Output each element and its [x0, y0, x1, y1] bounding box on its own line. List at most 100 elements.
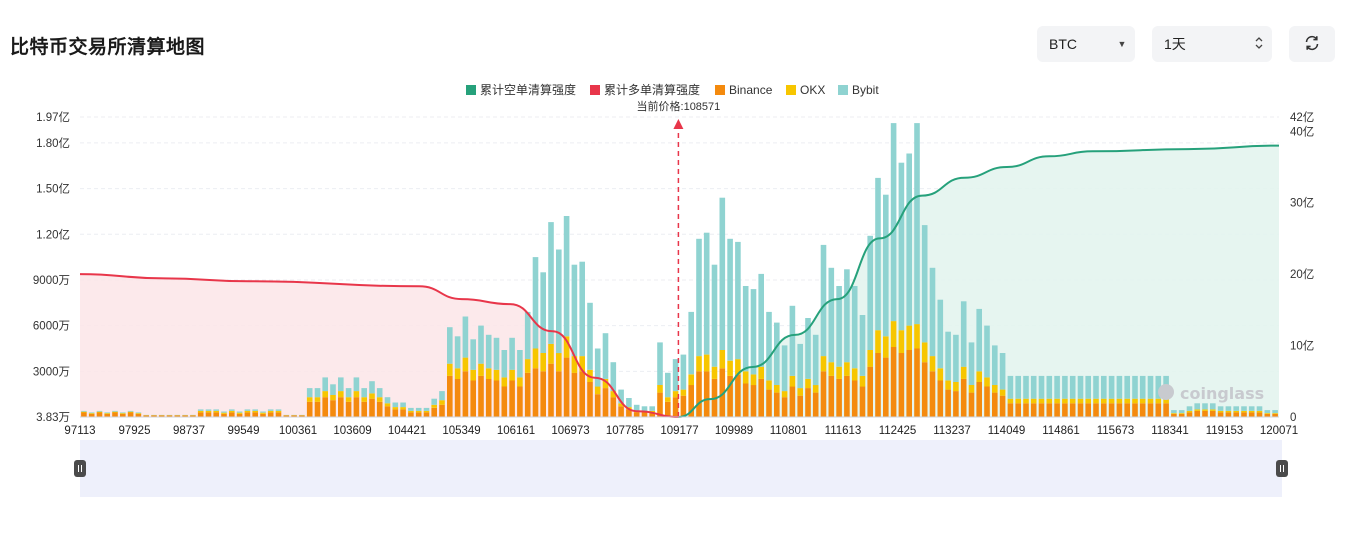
bar-binance: [400, 409, 406, 417]
bar-bybit: [127, 410, 134, 412]
bar-okx: [960, 366, 967, 379]
bar-okx: [345, 397, 352, 402]
bar-okx: [921, 342, 928, 363]
bar-binance: [937, 380, 944, 417]
bar-binance: [1248, 412, 1255, 417]
bar-bybit: [1038, 375, 1045, 399]
bar-binance: [322, 397, 328, 417]
bar-bybit: [532, 257, 539, 349]
bar-binance: [415, 412, 422, 417]
bar-binance: [898, 353, 905, 417]
bar-bybit: [727, 238, 733, 361]
bar-binance: [517, 386, 523, 417]
bar-okx: [774, 385, 780, 393]
bar-okx: [112, 411, 118, 413]
bar-okx: [1046, 398, 1053, 404]
refresh-button[interactable]: [1289, 26, 1335, 62]
bar-bybit: [1210, 403, 1216, 410]
bar-okx: [120, 413, 126, 414]
bar-binance: [120, 414, 126, 417]
bar-binance: [1116, 403, 1123, 417]
bar-bybit: [439, 391, 445, 401]
range-slider-track[interactable]: [80, 440, 1282, 497]
bar-bybit: [415, 407, 422, 411]
bar-binance: [376, 401, 383, 417]
bar-binance: [299, 415, 305, 417]
bar-bybit: [135, 412, 142, 414]
bar-okx: [672, 391, 679, 398]
bar-bybit: [229, 409, 235, 411]
range-slider-left-handle[interactable]: [74, 460, 86, 477]
x-tick: 118341: [1151, 425, 1189, 437]
y-right-tick: 20亿: [1290, 268, 1314, 281]
bar-binance: [602, 388, 609, 417]
bar-okx: [81, 411, 87, 413]
bar-bybit: [213, 409, 219, 411]
bar-bybit: [338, 377, 344, 392]
bar-binance: [221, 414, 227, 417]
bar-bybit: [408, 407, 414, 411]
coinglass-logo-icon: [1158, 384, 1174, 400]
bar-binance: [758, 378, 764, 417]
bar-bybit: [953, 334, 959, 382]
bar-okx: [929, 356, 936, 372]
bar-binance: [727, 375, 733, 417]
bar-okx: [688, 374, 694, 386]
bar-bybit: [1101, 375, 1107, 399]
bar-binance: [1054, 403, 1060, 417]
y-right-tick: 30亿: [1290, 197, 1314, 210]
bar-okx: [851, 368, 858, 381]
bar-okx: [735, 359, 741, 375]
x-tick: 97925: [119, 425, 151, 437]
bar-bybit: [1256, 406, 1263, 411]
bar-bybit: [633, 404, 640, 411]
bar-bybit: [1194, 403, 1200, 410]
bar-bybit: [330, 384, 336, 395]
range-slider-right-handle[interactable]: [1276, 460, 1288, 477]
bar-binance: [205, 412, 212, 417]
coin-select[interactable]: BTC ▼: [1037, 26, 1135, 62]
up-down-chevron-icon: [1246, 36, 1272, 52]
bar-binance: [618, 406, 624, 417]
bar-binance: [626, 409, 632, 417]
bar-okx: [517, 377, 523, 387]
bar-bybit: [540, 272, 546, 353]
bar-okx: [1171, 413, 1177, 414]
bar-okx: [556, 353, 562, 372]
bar-okx: [532, 348, 539, 369]
bar-bybit: [914, 123, 920, 325]
bar-okx: [96, 411, 103, 413]
bar-binance: [267, 412, 274, 417]
bar-okx: [1264, 413, 1271, 414]
bar-binance: [556, 371, 562, 417]
bar-okx: [797, 388, 803, 396]
bar-bybit: [556, 249, 562, 354]
page-title: 比特币交易所清算地图: [10, 36, 206, 58]
bar-binance: [750, 385, 757, 417]
bar-binance: [485, 378, 492, 417]
x-tick: 99549: [228, 425, 260, 437]
bar-bybit: [890, 123, 897, 322]
bar-binance: [594, 394, 601, 417]
x-tick: 119153: [1206, 425, 1244, 437]
bar-okx: [197, 410, 204, 413]
bar-okx: [618, 403, 624, 407]
bar-binance: [345, 401, 352, 417]
bar-okx: [1108, 398, 1115, 404]
bar-okx: [1248, 410, 1255, 413]
bar-bybit: [680, 354, 687, 390]
bar-binance: [805, 388, 811, 417]
bar-binance: [454, 378, 461, 417]
bar-bybit: [945, 331, 951, 381]
legend-swatch: [786, 85, 796, 95]
bar-bybit: [1147, 375, 1154, 399]
bar-bybit: [353, 377, 360, 392]
legend-swatch: [715, 85, 725, 95]
period-select[interactable]: 1天: [1152, 26, 1272, 62]
x-tick: 115673: [1097, 425, 1135, 437]
bar-okx: [727, 360, 733, 376]
bar-okx: [1124, 398, 1130, 404]
bar-bybit: [384, 397, 391, 404]
bar-bybit: [112, 410, 118, 412]
bar-okx: [314, 397, 321, 402]
